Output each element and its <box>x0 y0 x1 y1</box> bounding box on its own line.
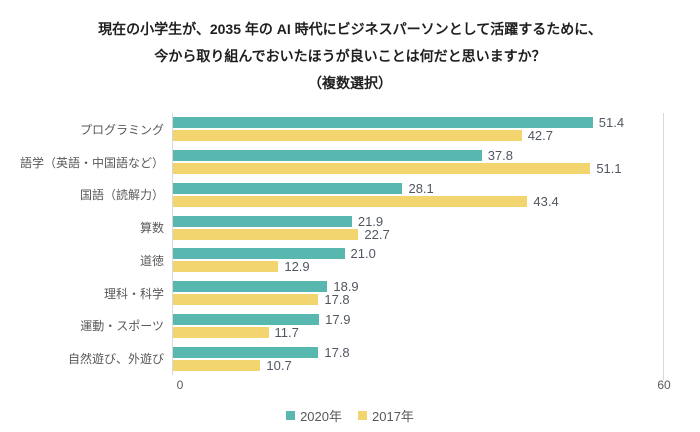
bar-group: 17.9 11.7 <box>172 309 663 343</box>
category-row: 算数 21.9 22.7 <box>0 211 663 244</box>
value-label: 51.4 <box>598 115 625 131</box>
category-row: プログラミング 51.4 42.7 <box>0 113 663 146</box>
bar-2020年 <box>173 182 403 194</box>
category-label: 語学（英語・中国語など） <box>19 155 164 170</box>
bar-line: 17.9 <box>173 311 663 327</box>
bar-group: 21.0 12.9 <box>172 244 663 277</box>
legend-swatch-2017 <box>358 411 367 420</box>
x-tick-0: 0 <box>176 378 184 392</box>
value-label: 17.8 <box>324 292 350 308</box>
bar-2020年 <box>173 248 345 260</box>
category-label: プログラミング <box>79 122 164 137</box>
category-row: 国語（読解力） 28.1 43.4 <box>0 178 663 212</box>
value-label: 21.0 <box>350 246 376 262</box>
category-label: 道徳 <box>139 253 164 268</box>
bar-2017年 <box>173 163 591 175</box>
value-label: 43.4 <box>533 193 559 209</box>
bar-line: 42.7 <box>173 128 663 144</box>
bar-line: 10.7 <box>173 357 663 373</box>
bar-rows: プログラミング 51.4 42.7 語学（英語・中国語など） 37.8 51.1 国語（読解… <box>0 113 663 375</box>
gridline-60 <box>663 113 664 380</box>
bar-2017年 <box>173 228 359 240</box>
category-row: 理科・科学 18.9 17.8 <box>0 276 663 310</box>
value-label: 28.1 <box>408 180 434 196</box>
category-row: 道徳 21.0 12.9 <box>0 244 663 277</box>
x-axis: 0 60 <box>0 378 700 394</box>
bar-2017年 <box>173 359 261 371</box>
x-tick-60: 60 <box>657 378 671 392</box>
bar-group: 28.1 43.4 <box>172 178 663 212</box>
value-label: 21.9 <box>357 213 384 229</box>
category-label: 理科・科学 <box>103 286 164 301</box>
category-label: 国語（読解力） <box>79 188 164 203</box>
value-label: 37.8 <box>487 148 513 164</box>
bar-group: 21.9 22.7 <box>172 211 663 244</box>
value-label: 51.1 <box>596 161 622 177</box>
chart-title-line-2: 今から取り組んでおいたほうが良いことは何だと思いますか？ <box>154 48 546 64</box>
bar-2017年 <box>173 294 319 306</box>
value-label: 22.7 <box>364 226 390 242</box>
bar-2020年 <box>173 281 328 293</box>
bar-2020年 <box>173 215 352 227</box>
bar-group: 37.8 51.1 <box>172 145 663 179</box>
bar-2017年 <box>173 261 279 273</box>
bar-2017年 <box>173 195 528 207</box>
bar-line: 17.8 <box>173 292 663 308</box>
horizontal-bar-chart: プログラミング 51.4 42.7 語学（英語・中国語など） 37.8 51.1 国語（読解… <box>0 113 700 380</box>
value-label: 18.9 <box>333 279 359 295</box>
bar-line: 37.8 <box>173 148 663 164</box>
value-label: 17.9 <box>325 311 351 327</box>
bar-line: 18.9 <box>173 279 663 295</box>
bar-group: 17.8 10.7 <box>172 342 663 375</box>
bar-line: 21.9 <box>173 213 663 229</box>
chart-title: 現在の小学生が、2035 年の AI 時代にビジネスパーソンとして活躍するために… <box>0 16 700 97</box>
value-label: 10.7 <box>266 357 292 373</box>
bar-2020年 <box>173 150 482 162</box>
category-row: 自然遊び、外遊び 17.8 10.7 <box>0 342 663 375</box>
bar-line: 28.1 <box>173 180 663 196</box>
category-row: 語学（英語・中国語など） 37.8 51.1 <box>0 145 663 179</box>
value-label: 42.7 <box>527 128 554 144</box>
bar-line: 22.7 <box>173 226 663 242</box>
bar-line: 12.9 <box>173 259 663 275</box>
legend: 2020年 2017年 <box>0 406 700 425</box>
value-label: 11.7 <box>274 324 299 340</box>
bar-group: 18.9 17.8 <box>172 276 663 310</box>
chart-title-line-3: （複数選択） <box>308 75 392 91</box>
category-label: 算数 <box>139 221 164 236</box>
bar-2020年 <box>173 313 320 325</box>
bar-2020年 <box>173 117 593 129</box>
bar-line: 17.8 <box>173 344 663 360</box>
bar-2017年 <box>173 130 522 142</box>
legend-swatch-2020 <box>286 411 296 420</box>
legend-label-2020: 2020年 <box>300 409 342 424</box>
chart-title-line-1: 現在の小学生が、2035 年の AI 時代にビジネスパーソンとして活躍するために… <box>98 21 602 37</box>
bar-group: 51.4 42.7 <box>172 113 663 146</box>
category-row: 運動・スポーツ 17.9 11.7 <box>0 309 663 343</box>
bar-2020年 <box>173 346 319 358</box>
value-label: 12.9 <box>284 259 310 275</box>
bar-2017年 <box>173 326 269 338</box>
bar-line: 51.1 <box>173 161 663 177</box>
bar-line: 21.0 <box>173 246 663 262</box>
bar-line: 43.4 <box>173 193 663 209</box>
category-label: 自然遊び、外遊び <box>67 352 164 367</box>
legend-item-2017: 2017年 <box>358 406 414 425</box>
legend-label-2017: 2017年 <box>372 409 414 424</box>
value-label: 17.8 <box>324 344 350 360</box>
bar-line: 51.4 <box>173 115 663 131</box>
category-label: 運動・スポーツ <box>80 319 164 334</box>
bar-line: 11.7 <box>173 324 663 340</box>
legend-item-2020: 2020年 <box>286 406 342 425</box>
